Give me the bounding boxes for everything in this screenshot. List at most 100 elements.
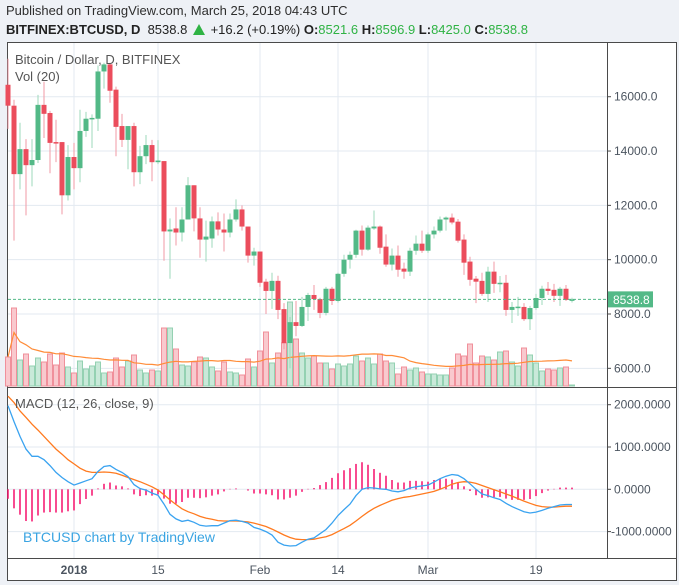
candle[interactable] [383,234,389,267]
candle[interactable] [323,286,329,316]
candle[interactable] [545,281,551,295]
candle[interactable] [299,296,305,328]
candle[interactable] [365,225,371,251]
candle[interactable] [65,145,71,201]
candle[interactable] [251,247,257,266]
candle[interactable] [23,139,29,216]
candle[interactable] [125,126,131,170]
candle[interactable] [359,225,365,256]
candle[interactable] [11,99,17,241]
candle[interactable] [569,297,575,303]
candle[interactable] [203,220,209,262]
candle[interactable] [29,139,35,187]
candle[interactable] [71,142,77,190]
candle[interactable] [101,62,107,89]
candle[interactable] [485,266,491,303]
candle[interactable] [437,216,443,233]
candle[interactable] [155,140,161,165]
candle[interactable] [341,254,347,277]
candle[interactable] [419,230,425,253]
candle[interactable] [377,225,383,254]
candle[interactable] [83,111,89,137]
candle[interactable] [89,114,95,149]
candle[interactable] [539,285,545,306]
candle[interactable] [455,218,461,243]
candle[interactable] [173,207,179,246]
axes[interactable]: 16000.0 14000.0 12000.0 10000.0 8000.0 6000.0… [8,43,676,577]
candle[interactable] [179,207,185,242]
candle[interactable] [443,216,449,231]
candle[interactable] [77,109,83,183]
candle[interactable] [239,205,245,231]
candle[interactable] [371,210,377,230]
candle[interactable] [47,110,53,174]
candle[interactable] [257,251,263,287]
candle[interactable] [41,81,47,139]
candle[interactable] [209,216,215,248]
candle[interactable] [401,262,407,279]
candle[interactable] [293,300,299,337]
candle[interactable] [17,122,23,190]
candle[interactable] [473,275,479,304]
candle[interactable] [425,232,431,253]
candle[interactable] [119,113,125,147]
candle[interactable] [527,305,533,331]
candle[interactable] [149,139,155,182]
candle[interactable] [95,65,101,131]
candle[interactable] [329,286,335,306]
candle[interactable] [143,135,149,165]
candle[interactable] [137,145,143,185]
candle[interactable] [431,226,437,239]
candle[interactable] [515,296,521,316]
candle[interactable] [167,218,173,279]
candle[interactable] [287,316,293,369]
candle[interactable] [407,247,413,276]
candle[interactable] [467,256,473,286]
candle[interactable] [263,278,269,314]
candle[interactable] [557,286,563,306]
candle[interactable] [245,226,251,263]
candle[interactable] [305,292,311,322]
candle[interactable] [269,272,275,309]
candle[interactable] [395,245,401,277]
candle[interactable] [5,58,11,129]
candle[interactable] [107,62,113,103]
candle[interactable] [491,261,497,293]
candle[interactable] [227,213,233,238]
candle[interactable] [497,275,503,293]
candle[interactable] [503,274,509,316]
candle[interactable] [353,229,359,258]
volume-legend[interactable]: Vol (20) [15,69,60,84]
candle[interactable] [533,293,539,310]
candle[interactable] [113,86,119,157]
candle[interactable] [479,272,485,296]
candle[interactable] [389,248,395,271]
candle[interactable] [215,212,221,236]
candle[interactable] [233,199,239,222]
macd-legend[interactable]: MACD (12, 26, close, 9) [15,396,154,411]
main-legend[interactable]: Bitcoin / Dollar, D, BITFINEX [15,52,181,67]
candle[interactable] [197,207,203,258]
candle[interactable] [563,284,569,301]
candle[interactable] [347,251,353,269]
candle[interactable] [185,177,191,220]
candle[interactable] [191,185,197,232]
candle[interactable] [59,142,65,215]
candle[interactable] [335,272,341,303]
candle[interactable] [461,234,467,275]
candle[interactable] [449,213,455,225]
candle[interactable] [275,275,281,320]
candle[interactable] [221,213,227,252]
candle[interactable] [317,297,323,319]
candle[interactable] [413,235,419,255]
candle[interactable] [509,302,515,323]
candle[interactable] [311,284,317,310]
candle[interactable] [53,119,59,163]
candle[interactable] [35,94,41,163]
candle[interactable] [161,161,167,261]
candles[interactable] [5,58,608,369]
candle[interactable] [521,303,527,322]
candle[interactable] [131,122,137,187]
symbol-name[interactable]: BITFINEX:BTCUSD, D [6,22,141,37]
